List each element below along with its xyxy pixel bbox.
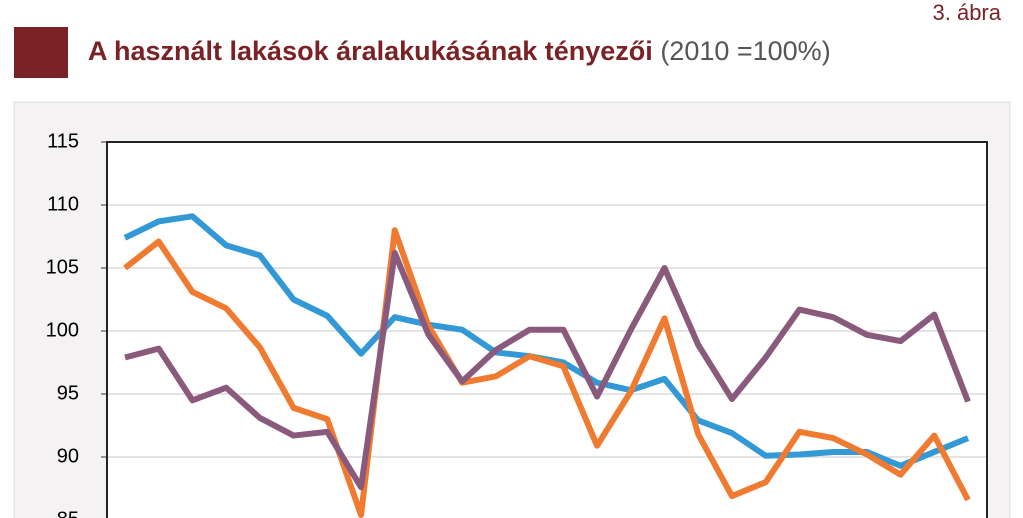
title-block: A használt lakások áralakukásának tényez…	[88, 36, 831, 67]
y-tick-label: 105	[46, 256, 79, 278]
chart-title: A használt lakások áralakukásának tényez…	[88, 36, 653, 66]
y-tick-label: 85	[57, 508, 79, 518]
series-line	[124, 249, 971, 491]
chart-subtitle: (2010 =100%)	[660, 36, 831, 66]
figure-label: 3. ábra	[932, 0, 1002, 25]
y-tick-label: 100	[46, 319, 79, 341]
y-tick-label: 110	[47, 193, 79, 215]
title-marker	[14, 27, 68, 78]
y-tick-label: 95	[57, 382, 79, 404]
y-tick-label: 115	[47, 130, 79, 152]
series-line	[123, 227, 971, 518]
y-tick-label: 90	[57, 445, 79, 467]
plot-frame	[106, 141, 988, 518]
